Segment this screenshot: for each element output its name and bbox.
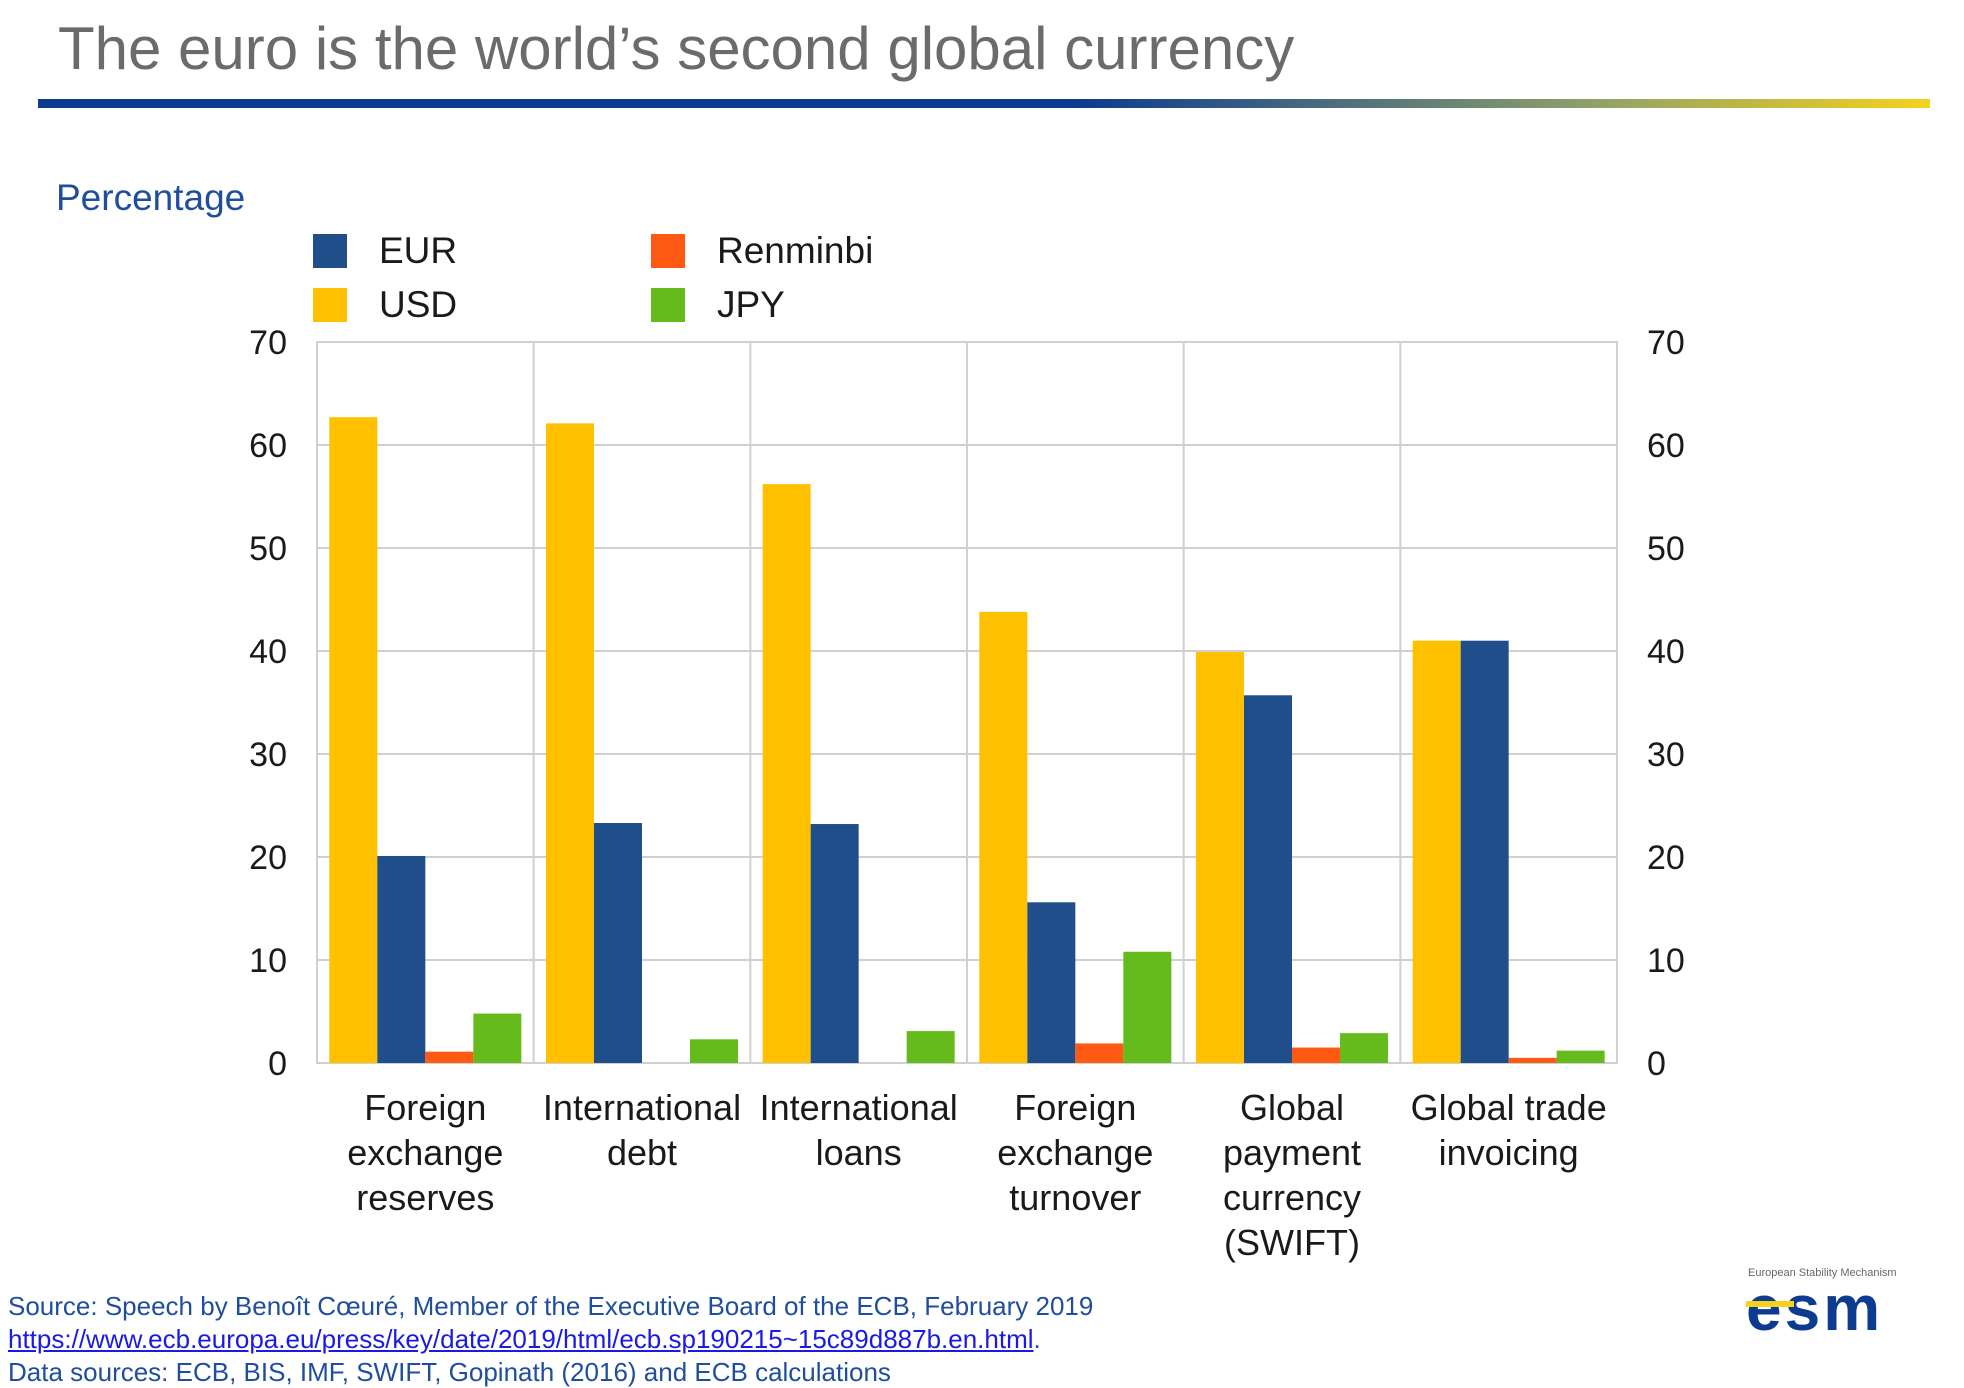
esm-logo-icon: esm bbox=[1746, 1284, 1883, 1344]
legend-swatch-jpy bbox=[651, 288, 685, 322]
logo-text: esm bbox=[1746, 1284, 1883, 1344]
bar-usd bbox=[979, 611, 1028, 1063]
category-label-line: payment bbox=[1223, 1132, 1361, 1173]
y-tick-label-right: 40 bbox=[1647, 633, 1685, 671]
bar-renminbi bbox=[1292, 1047, 1340, 1063]
y-tick-label-right: 10 bbox=[1647, 942, 1685, 980]
legend-label-eur: EUR bbox=[379, 230, 458, 271]
bar-eur bbox=[594, 823, 642, 1063]
y-tick-label-right: 0 bbox=[1647, 1045, 1666, 1083]
y-tick-label-left: 20 bbox=[249, 839, 287, 877]
category-label: Global trade invoicing bbox=[1411, 1087, 1607, 1173]
bar-jpy bbox=[1340, 1033, 1388, 1063]
bar-renminbi bbox=[1508, 1057, 1557, 1063]
bar-eur bbox=[1244, 695, 1292, 1063]
category-label-line: reserves bbox=[356, 1177, 494, 1218]
bar-usd bbox=[1412, 640, 1461, 1063]
legend-item-renminbi: Renminbi bbox=[651, 230, 873, 272]
y-tick-label-left: 10 bbox=[249, 942, 287, 980]
category-label-line: Foreign bbox=[1014, 1087, 1136, 1128]
legend-item-usd: USD bbox=[313, 284, 457, 326]
legend-label-renminbi: Renminbi bbox=[717, 230, 874, 271]
data-sources-line: Data sources: ECB, BIS, IMF, SWIFT, Gopi… bbox=[8, 1357, 891, 1387]
category-label-line: International bbox=[760, 1087, 958, 1128]
bar-usd bbox=[1196, 652, 1244, 1063]
legend-item-eur: EUR bbox=[313, 230, 457, 272]
bar-jpy bbox=[1123, 951, 1172, 1063]
source-url-line: https://www.ecb.europa.eu/press/key/date… bbox=[8, 1324, 1041, 1355]
y-tick-label-left: 40 bbox=[249, 633, 287, 671]
bar-usd bbox=[762, 484, 811, 1063]
y-tick-label-left: 0 bbox=[268, 1045, 287, 1083]
bar-eur bbox=[1027, 902, 1076, 1063]
category-label: Foreign exchange turnover bbox=[997, 1087, 1153, 1218]
y-tick-label-left: 50 bbox=[249, 530, 287, 568]
bar-jpy bbox=[473, 1013, 522, 1063]
bar-renminbi bbox=[1075, 1043, 1124, 1063]
category-label-line: Foreign bbox=[364, 1087, 486, 1128]
y-tick-label-right: 30 bbox=[1647, 736, 1685, 774]
legend-label-jpy: JPY bbox=[717, 284, 785, 325]
logo-accent bbox=[1746, 1301, 1794, 1307]
source-url-suffix: . bbox=[1033, 1324, 1041, 1354]
bar-eur bbox=[810, 824, 859, 1063]
source-url-link[interactable]: https://www.ecb.europa.eu/press/key/date… bbox=[8, 1324, 1034, 1354]
y-tick-label-right: 70 bbox=[1647, 324, 1685, 362]
category-label-line: Global trade bbox=[1411, 1087, 1607, 1128]
bar-usd bbox=[546, 423, 594, 1063]
legend-label-usd: USD bbox=[379, 284, 458, 325]
legend-swatch-renminbi bbox=[651, 234, 685, 268]
legend-swatch-usd bbox=[313, 288, 347, 322]
title-divider bbox=[38, 99, 1930, 108]
legend-swatch-eur bbox=[313, 234, 347, 268]
category-label-line: exchange bbox=[347, 1132, 503, 1173]
category-label-line: (SWIFT) bbox=[1224, 1222, 1360, 1263]
category-label-line: invoicing bbox=[1439, 1132, 1579, 1173]
bar-renminbi bbox=[425, 1051, 474, 1063]
bar-jpy bbox=[906, 1031, 955, 1063]
category-label-line: International bbox=[543, 1087, 741, 1128]
bar-eur bbox=[377, 855, 426, 1063]
source-line: Source: Speech by Benoît Cœuré, Member o… bbox=[8, 1291, 1094, 1321]
y-tick-label-right: 50 bbox=[1647, 530, 1685, 568]
bar-jpy bbox=[1556, 1050, 1605, 1063]
category-label-line: loans bbox=[816, 1132, 902, 1173]
category-label-line: turnover bbox=[1009, 1177, 1141, 1218]
bar-usd bbox=[329, 417, 378, 1063]
category-label: Foreign exchange reserves bbox=[347, 1087, 503, 1218]
logo-caption: European Stability Mechanism bbox=[1748, 1267, 1897, 1279]
page-title: The euro is the world’s second global cu… bbox=[58, 15, 1295, 82]
y-tick-label-right: 60 bbox=[1647, 427, 1685, 465]
y-tick-label-left: 30 bbox=[249, 736, 287, 774]
y-axis-unit-label: Percentage bbox=[56, 177, 246, 218]
category-label: Global payment currency (SWIFT) bbox=[1223, 1087, 1361, 1263]
category-label-line: exchange bbox=[997, 1132, 1153, 1173]
category-label: International loans bbox=[760, 1087, 958, 1173]
y-tick-label-right: 20 bbox=[1647, 839, 1685, 877]
category-label-line: Global bbox=[1240, 1087, 1344, 1128]
bar-jpy bbox=[690, 1039, 738, 1063]
category-label-line: debt bbox=[607, 1132, 677, 1173]
legend-item-jpy: JPY bbox=[651, 284, 785, 326]
y-tick-label-left: 60 bbox=[249, 427, 287, 465]
bar-eur bbox=[1460, 640, 1509, 1063]
category-label-line: currency bbox=[1223, 1177, 1361, 1218]
y-tick-label-left: 70 bbox=[249, 324, 287, 362]
category-label: International debt bbox=[543, 1087, 741, 1173]
